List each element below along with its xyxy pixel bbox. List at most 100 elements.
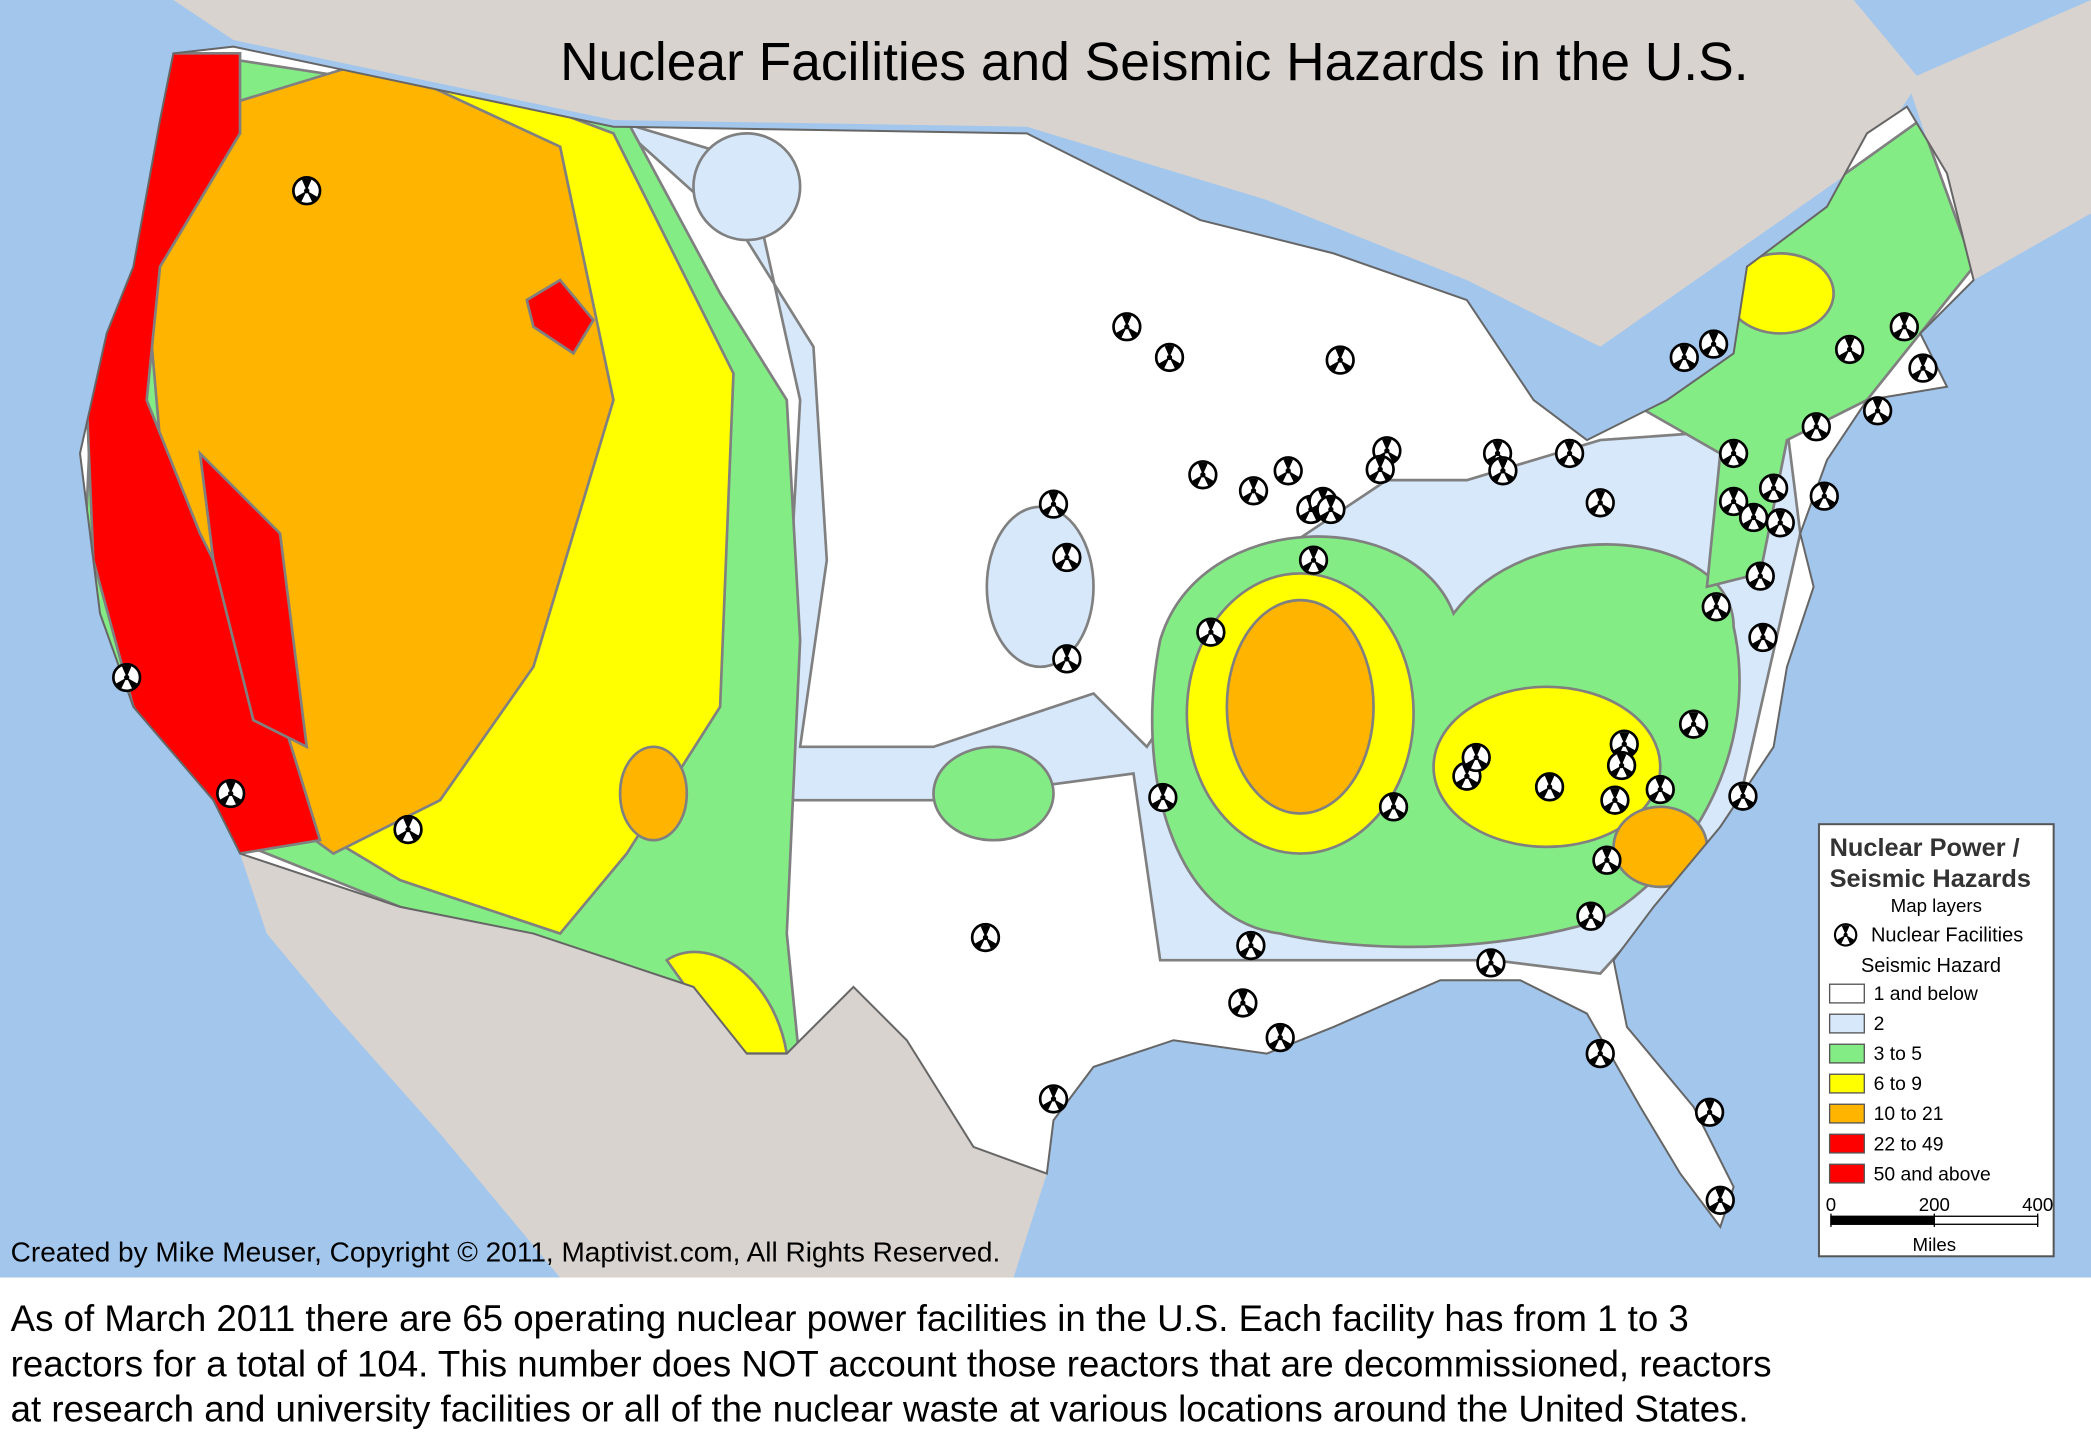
nuclear-facility [1698, 329, 1729, 359]
zone-2 [985, 505, 1095, 669]
nuclear-facility [1701, 592, 1731, 622]
legend-swatch [1828, 1103, 1865, 1124]
nuclear-facility [1052, 542, 1082, 573]
scale-tick-label: 400 [2022, 1194, 2053, 1215]
zone-10-21 [1225, 598, 1375, 815]
legend-box [1817, 823, 2055, 1258]
nuclear-facility [1476, 948, 1506, 978]
scale-tick-label: 0 [1826, 1194, 1836, 1215]
nuclear-facility [1052, 644, 1082, 674]
nuclear-facility [1154, 342, 1185, 373]
nuclear-facility [1600, 785, 1630, 815]
nuclear-facility [1862, 396, 1893, 426]
nuclear-facility [1238, 476, 1269, 506]
nuclear-facility [1606, 750, 1637, 781]
nuclear-facility [1718, 438, 1749, 469]
nuclear-facility [216, 778, 246, 809]
mexico [240, 853, 1047, 1278]
legend-label: 6 to 9 [1874, 1074, 1922, 1095]
nuclear-facility [1592, 845, 1622, 875]
nuclear-facility [970, 922, 1001, 953]
nuclear-facility [1265, 1022, 1295, 1053]
legend-swatch [1828, 1163, 1865, 1184]
nuclear-facility [1678, 709, 1709, 739]
nuclear-facility [1694, 1097, 1725, 1127]
nuclear-facility [1228, 988, 1258, 1018]
nuclear-facility [1038, 1084, 1069, 1114]
legend-facilities: Nuclear Facilities [1871, 925, 2023, 947]
nuclear-facility [393, 814, 423, 845]
legend-facility-icon [1833, 923, 1858, 947]
nuclear-facility [1378, 792, 1409, 822]
caption-area [0, 1277, 2091, 1455]
caption: As of March 2011 there are 65 operating … [11, 1298, 1772, 1430]
nuclear-facility [1148, 782, 1178, 813]
legend-label: 50 and above [1874, 1164, 1991, 1185]
nuclear-facility [1236, 930, 1266, 961]
nuclear-facility [1365, 454, 1395, 485]
zone-10-21 [618, 745, 689, 842]
scale-unit: Miles [1913, 1234, 1957, 1255]
scale-tick-label: 200 [1919, 1194, 1950, 1215]
legend-title: Nuclear Power / [1830, 834, 2020, 862]
nuclear-facility [1576, 901, 1606, 931]
nuclear-facility [1765, 508, 1795, 538]
legend-label: 10 to 21 [1874, 1104, 1944, 1125]
canada [146, 0, 1921, 347]
nuclear-facility [1585, 488, 1615, 518]
nuclear-facility [1738, 502, 1769, 533]
map-title: Nuclear Facilities and Seismic Hazards i… [560, 33, 1748, 92]
nuclear-facility [1273, 456, 1303, 486]
nuclear-facility [1488, 456, 1518, 486]
nuclear-facility [1669, 342, 1699, 373]
zone-6-9 [664, 950, 789, 1055]
zone-3-5 [932, 745, 1055, 842]
legend-subtitle: Map layers [1891, 895, 1982, 916]
nuclear-facility [1585, 1038, 1615, 1069]
nuclear-facility [292, 176, 322, 206]
scale-bar-fill [1830, 1216, 1935, 1225]
caption-line: at research and university facilities or… [11, 1389, 1749, 1430]
nuclear-facility [1196, 617, 1226, 647]
nuclear-facility [1188, 460, 1218, 490]
zone-22-plus [198, 449, 309, 750]
nuclear-facility [1534, 772, 1565, 802]
legend-label: 3 to 5 [1874, 1044, 1922, 1065]
zone-22-plus [525, 278, 596, 356]
zone-2 [692, 132, 802, 242]
legend-swatch [1828, 1013, 1865, 1034]
zone-22-plus [85, 52, 322, 855]
nuclear-facility [1645, 774, 1675, 805]
legend-title: Seismic Hazards [1830, 865, 2031, 893]
nuclear-facility [1809, 481, 1839, 511]
nuclear-facility [1801, 412, 1831, 442]
nuclear-facility [1298, 545, 1329, 575]
nuclear-facility [1038, 489, 1069, 519]
legend-swatch [1828, 1073, 1865, 1094]
nuclear-facility [1908, 353, 1938, 383]
zone-3-5 [1612, 117, 1974, 589]
nuclear-facility [1834, 334, 1865, 365]
nuclear-facility [112, 662, 142, 693]
caption-line: As of March 2011 there are 65 operating … [11, 1298, 1689, 1339]
nuclear-facility [1316, 494, 1346, 525]
nuclear-facility [1554, 438, 1585, 469]
legend-label: 2 [1874, 1014, 1885, 1035]
nuclear-facility [1889, 312, 1919, 342]
legend-label: 1 and below [1874, 984, 1978, 1005]
legend-hazard-title: Seismic Hazard [1861, 955, 2001, 977]
nuclear-facility [1758, 473, 1789, 503]
nuclear-facility [1745, 561, 1775, 591]
legend-swatch [1828, 1043, 1865, 1064]
nuclear-facility [1748, 622, 1778, 653]
legend-swatch [1828, 983, 1865, 1004]
legend-swatch [1828, 1133, 1865, 1154]
nuclear-facility [1705, 1185, 1735, 1215]
nuclear-facility [1112, 312, 1142, 342]
nuclear-facility [1461, 742, 1491, 773]
legend-label: 22 to 49 [1874, 1134, 1944, 1155]
nuclear-facility [1325, 345, 1355, 375]
caption-line: reactors for a total of 104. This number… [11, 1343, 1772, 1384]
